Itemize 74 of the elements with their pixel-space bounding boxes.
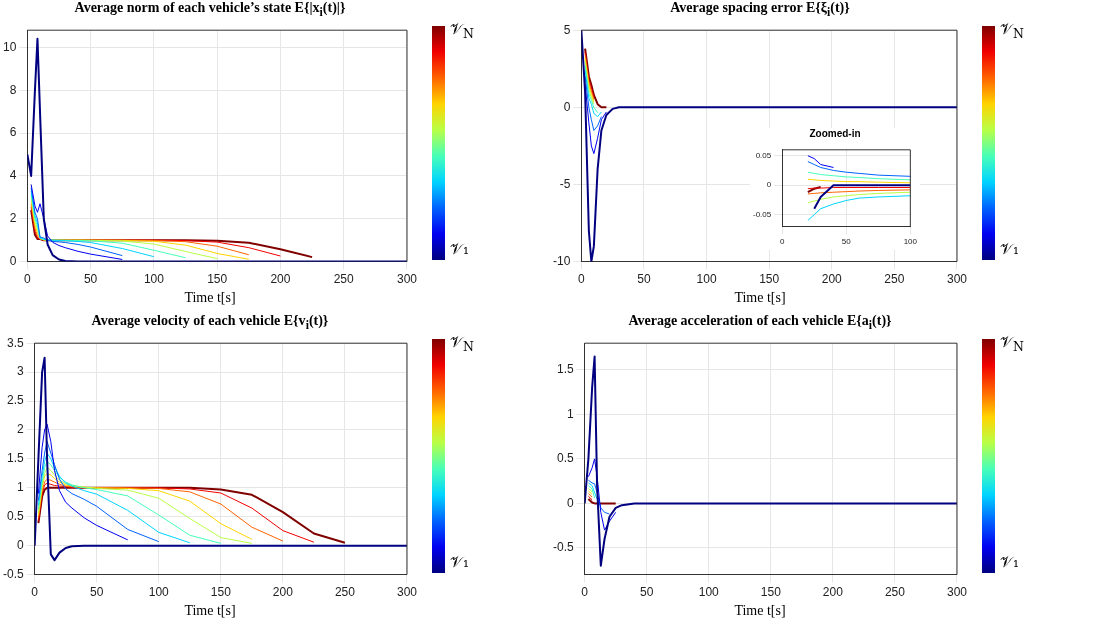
y-tick-label: -10 [553, 253, 571, 268]
text: 𝒱₁ [450, 240, 470, 258]
x-tick-label: 250 [334, 585, 356, 600]
chart-title: Average velocity of each vehicle E{v$_{i}$(t)} [90, 313, 330, 332]
y-tick-label: 0.05 [755, 150, 772, 160]
y-tick-label: 3 [16, 364, 24, 379]
y-tick-label: -0.5 [552, 540, 574, 555]
x-tick-label: 300 [396, 585, 418, 600]
x-tick-label: 200 [270, 272, 291, 287]
chart-title: Average acceleration of each vehicle E{a$_{i}$(t)} [627, 313, 893, 332]
y-tick-label: -0.05 [753, 209, 772, 219]
x-tick-label: 100 [696, 272, 717, 287]
x-tick-label: 300 [396, 272, 418, 287]
x-tick-label: 100 [143, 272, 165, 287]
y-tick-label: 1 [566, 406, 574, 421]
x-tick-label: 150 [759, 272, 780, 287]
x-tick-label: 250 [884, 585, 906, 600]
x-axis-title: Time t[s] [183, 603, 237, 619]
y-tick-label: 10 [2, 39, 17, 54]
x-tick-label: 0 [578, 272, 585, 287]
text: 𝒱₁ [1000, 240, 1020, 258]
x-tick-label: 200 [272, 585, 294, 600]
text: 𝒱$_{N}$ [450, 20, 474, 41]
y-tick-label: 0 [16, 537, 24, 552]
x-tick-label: 200 [821, 272, 843, 287]
chart-title: Zoomed-in [808, 128, 862, 139]
x-axis-title: Time t[s] [183, 290, 237, 306]
x-axis-title: Time t[s] [733, 290, 787, 306]
chart-title: Average spacing error E{ξ$_{i}$(t)} [669, 0, 851, 19]
y-tick-label: 1 [16, 480, 24, 495]
x-tick-label: 0 [780, 237, 786, 247]
x-tick-label: 150 [760, 585, 782, 600]
y-tick-label: 1.5 [556, 362, 574, 377]
x-tick-label: 50 [841, 237, 852, 247]
x-tick-label: 150 [210, 585, 232, 600]
y-tick-label: -5 [559, 176, 571, 191]
y-tick-label: 2 [16, 422, 24, 437]
y-tick-label: 6 [9, 125, 17, 140]
text: 𝒱$_{N}$ [1000, 333, 1024, 354]
y-tick-label: 2 [9, 211, 17, 226]
x-axis-title: Time t[s] [733, 603, 787, 619]
y-tick-label: 2.5 [6, 393, 24, 408]
y-tick-label: -0.5 [2, 566, 24, 581]
x-tick-label: 100 [698, 585, 720, 600]
x-tick-label: 200 [822, 585, 844, 600]
x-tick-label: 300 [946, 585, 968, 600]
x-tick-label: 250 [333, 272, 355, 287]
text: 𝒱₁ [1000, 553, 1020, 571]
x-tick-label: 150 [207, 272, 228, 287]
y-tick-label: 8 [9, 82, 17, 97]
y-tick-label: 0 [566, 495, 574, 510]
y-tick-label: 0 [9, 253, 17, 268]
x-tick-label: 0 [581, 585, 589, 600]
x-tick-label: 100 [903, 237, 918, 247]
x-tick-label: 250 [884, 272, 905, 287]
y-tick-label: 0.5 [6, 509, 24, 524]
y-tick-label: 4 [9, 168, 17, 183]
x-tick-label: 50 [640, 585, 654, 600]
x-tick-label: 50 [90, 585, 104, 600]
text: 𝒱₁ [450, 553, 470, 571]
x-tick-label: 100 [148, 585, 170, 600]
x-tick-label: 50 [83, 272, 98, 287]
x-tick-label: 300 [946, 272, 968, 287]
y-tick-label: 1.5 [6, 451, 24, 466]
text: 𝒱$_{N}$ [1000, 20, 1024, 41]
y-tick-label: 0 [766, 180, 772, 190]
x-tick-label: 0 [31, 585, 39, 600]
x-tick-label: 50 [637, 272, 651, 287]
y-tick-label: 3.5 [6, 335, 24, 350]
chart-title: Average norm of each vehicle’s state E{|x$_{i}$(t)|} [73, 0, 347, 19]
text: 𝒱$_{N}$ [450, 333, 474, 354]
y-tick-label: 5 [563, 22, 571, 37]
y-tick-label: 0 [563, 99, 571, 114]
y-tick-label: 0.5 [556, 451, 574, 466]
